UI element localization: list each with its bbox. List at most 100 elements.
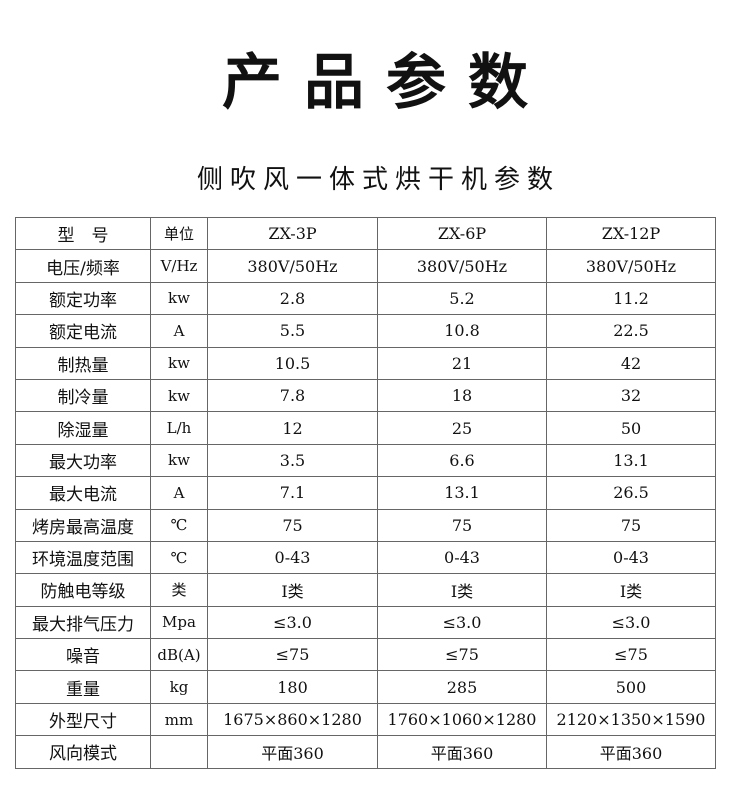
- table-row: 噪音 dB(A) ≤75 ≤75 ≤75: [15, 638, 716, 672]
- table-row: 制热量 kw 10.5 21 42: [15, 346, 716, 380]
- table-row: 重量 kg 180 285 500: [15, 670, 716, 704]
- table-row: 额定功率 kw 2.8 5.2 11.2: [15, 281, 716, 316]
- model-6p-cell: 1760×1060×1280: [377, 702, 547, 737]
- row-label-cell: 除湿量: [15, 411, 151, 445]
- model-6p-cell: 0-43: [377, 540, 547, 575]
- model-3p-cell: 1675×860×1280: [207, 702, 378, 737]
- model-3p-cell: 75: [207, 508, 378, 542]
- row-label-cell: 最大功率: [15, 443, 151, 478]
- model-12p-cell: I类: [546, 573, 716, 607]
- model-6p-cell: 6.6: [377, 443, 547, 478]
- table-row: 除湿量 L/h 12 25 50: [15, 411, 716, 445]
- model-12p-cell: 26.5: [546, 476, 716, 510]
- table-row: 制冷量 kw 7.8 18 32: [15, 378, 716, 413]
- model-6p-cell: ZX-6P: [377, 216, 547, 251]
- model-6p-cell: 285: [377, 670, 547, 704]
- model-3p-cell: 7.1: [207, 476, 378, 510]
- model-3p-cell: 2.8: [207, 281, 378, 316]
- table-row: 防触电等级类 I类 I类 I类: [15, 573, 716, 607]
- row-label-cell: 重量: [15, 670, 151, 704]
- model-12p-cell: 380V/50Hz: [546, 249, 716, 283]
- table-row: 环境温度范围 ℃ 0-43 0-43 0-43: [15, 540, 716, 575]
- unit-cell: kw: [150, 346, 208, 380]
- table-row: 电压/频率 V/Hz 380V/50Hz 380V/50Hz 380V/50Hz: [15, 249, 716, 283]
- unit-cell: Mpa: [150, 605, 208, 640]
- model-3p-cell: 12: [207, 411, 378, 445]
- model-6p-cell: I类: [377, 573, 547, 607]
- model-3p-cell: 7.8: [207, 378, 378, 413]
- header-row: 型 号单位 ZX-3P ZX-6P ZX-12P: [15, 216, 716, 251]
- row-label-cell: 防触电等级: [15, 573, 151, 607]
- table-subtitle: 侧吹风一体式烘干机参数: [196, 165, 560, 195]
- model-12p-cell: 13.1: [546, 443, 716, 478]
- model-12p-cell: ZX-12P: [546, 216, 716, 251]
- unit-cell: [150, 735, 208, 769]
- model-3p-cell: ≤75: [207, 638, 378, 672]
- model-12p-cell: 2120×1350×1590: [546, 702, 716, 737]
- row-label-cell: 额定功率: [15, 281, 151, 316]
- model-12p-cell: ≤75: [546, 638, 716, 672]
- model-3p-cell: 180: [207, 670, 378, 704]
- model-3p-cell: 平面360: [207, 735, 378, 769]
- row-label-cell: 额定电流: [15, 314, 151, 348]
- row-label-cell: 噪音: [15, 638, 151, 672]
- model-3p-cell: 10.5: [207, 346, 378, 380]
- model-12p-cell: 平面360: [546, 735, 716, 769]
- row-label-cell: 电压/频率: [15, 249, 151, 283]
- model-3p-cell: ≤3.0: [207, 605, 378, 640]
- unit-cell: A: [150, 314, 208, 348]
- model-12p-cell: 32: [546, 378, 716, 413]
- model-6p-cell: 10.8: [377, 314, 547, 348]
- row-label-cell: 环境温度范围: [15, 540, 151, 575]
- table-row: 外型尺寸 mm 1675×860×1280 1760×1060×1280 2120×13…: [15, 702, 716, 737]
- model-6p-cell: 平面360: [377, 735, 547, 769]
- model-3p-cell: ZX-3P: [207, 216, 378, 251]
- row-label-cell: 最大排气压力: [15, 605, 151, 640]
- unit-cell: kw: [150, 443, 208, 478]
- table-row: 烤房最高温度 ℃ 75 75 75: [15, 508, 716, 542]
- unit-cell: kg: [150, 670, 208, 704]
- unit-cell: 类: [150, 573, 208, 607]
- model-12p-cell: 0-43: [546, 540, 716, 575]
- row-label-cell: 型 号: [15, 216, 151, 251]
- table-row: 最大电流 A 7.1 13.1 26.5: [15, 476, 716, 510]
- model-12p-cell: 11.2: [546, 281, 716, 316]
- model-3p-cell: 5.5: [207, 314, 378, 348]
- model-6p-cell: 13.1: [377, 476, 547, 510]
- unit-cell: V/Hz: [150, 249, 208, 283]
- model-6p-cell: 21: [377, 346, 547, 380]
- model-6p-cell: 25: [377, 411, 547, 445]
- unit-cell: L/h: [150, 411, 208, 445]
- model-6p-cell: 380V/50Hz: [377, 249, 547, 283]
- unit-cell: kw: [150, 378, 208, 413]
- model-12p-cell: 500: [546, 670, 716, 704]
- row-label-cell: 最大电流: [15, 476, 151, 510]
- row-label-cell: 风向模式: [15, 735, 151, 769]
- table-row: 额定电流 A 5.5 10.8 22.5: [15, 314, 716, 348]
- model-3p-cell: I类: [207, 573, 378, 607]
- row-label-cell: 制热量: [15, 346, 151, 380]
- table-row: 风向模式 平面360 平面360 平面360: [15, 735, 716, 769]
- model-6p-cell: ≤75: [377, 638, 547, 672]
- model-12p-cell: 75: [546, 508, 716, 542]
- unit-cell: 单位: [150, 216, 208, 251]
- unit-cell: dB(A): [150, 638, 208, 672]
- unit-cell: A: [150, 476, 208, 510]
- unit-cell: kw: [150, 281, 208, 316]
- model-3p-cell: 3.5: [207, 443, 378, 478]
- unit-cell: ℃: [150, 508, 208, 542]
- model-3p-cell: 380V/50Hz: [207, 249, 378, 283]
- unit-cell: mm: [150, 702, 208, 737]
- row-label-cell: 制冷量: [15, 378, 151, 413]
- row-label-cell: 烤房最高温度: [15, 508, 151, 542]
- model-3p-cell: 0-43: [207, 540, 378, 575]
- model-6p-cell: ≤3.0: [377, 605, 547, 640]
- spec-table: 型 号单位 ZX-3P ZX-6P ZX-12P 电压/频率 V/Hz 380V/50Hz 3…: [15, 216, 716, 769]
- model-12p-cell: 50: [546, 411, 716, 445]
- model-6p-cell: 75: [377, 508, 547, 542]
- table-row: 最大功率 kw 3.5 6.6 13.1: [15, 443, 716, 478]
- model-6p-cell: 5.2: [377, 281, 547, 316]
- model-12p-cell: 42: [546, 346, 716, 380]
- unit-cell: ℃: [150, 540, 208, 575]
- table-row: 最大排气压力 Mpa ≤3.0 ≤3.0 ≤3.0: [15, 605, 716, 640]
